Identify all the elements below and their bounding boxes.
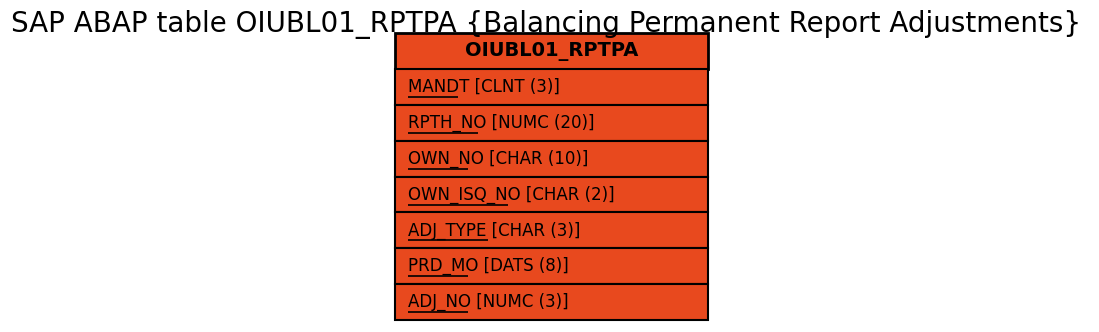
FancyBboxPatch shape — [396, 105, 709, 141]
FancyBboxPatch shape — [396, 69, 709, 105]
Text: ADJ_TYPE [CHAR (3)]: ADJ_TYPE [CHAR (3)] — [409, 221, 580, 240]
Text: MANDT [CLNT (3)]: MANDT [CLNT (3)] — [409, 78, 560, 96]
FancyBboxPatch shape — [396, 33, 709, 69]
FancyBboxPatch shape — [396, 248, 709, 284]
Text: PRD_MO [DATS (8)]: PRD_MO [DATS (8)] — [409, 257, 569, 276]
Text: OIUBL01_RPTPA: OIUBL01_RPTPA — [465, 42, 639, 61]
FancyBboxPatch shape — [396, 141, 709, 177]
Text: OWN_NO [CHAR (10)]: OWN_NO [CHAR (10)] — [409, 149, 589, 168]
Text: ADJ_NO [NUMC (3)]: ADJ_NO [NUMC (3)] — [409, 293, 569, 311]
Text: SAP ABAP table OIUBL01_RPTPA {Balancing Permanent Report Adjustments}: SAP ABAP table OIUBL01_RPTPA {Balancing … — [11, 10, 1081, 39]
FancyBboxPatch shape — [396, 284, 709, 320]
Text: RPTH_NO [NUMC (20)]: RPTH_NO [NUMC (20)] — [409, 114, 595, 132]
FancyBboxPatch shape — [396, 177, 709, 212]
Text: OWN_ISQ_NO [CHAR (2)]: OWN_ISQ_NO [CHAR (2)] — [409, 185, 615, 204]
FancyBboxPatch shape — [396, 212, 709, 248]
